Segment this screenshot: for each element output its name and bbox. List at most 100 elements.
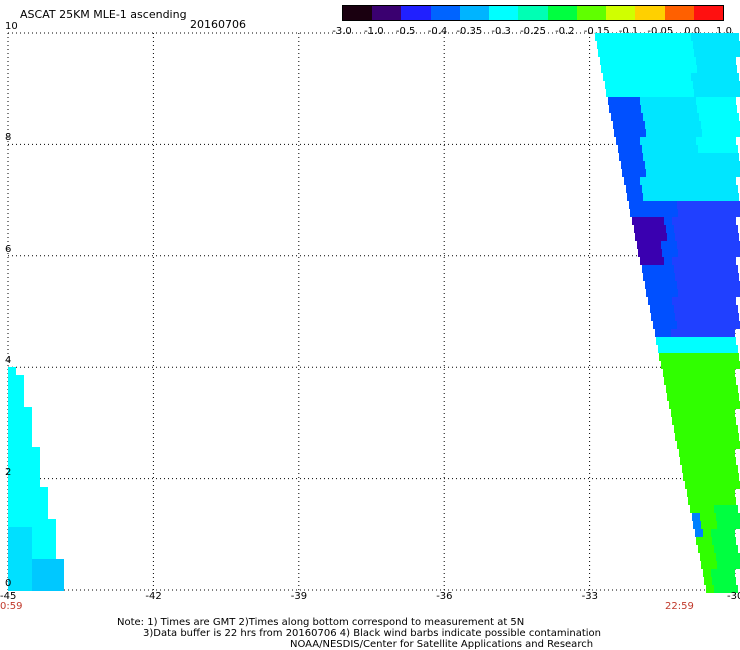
swath-cell-right	[661, 281, 669, 289]
swath-cell-right	[713, 65, 721, 73]
swath-cell-left	[24, 503, 32, 511]
swath-cell-right	[670, 49, 678, 57]
colorbar-label: -1.0	[364, 26, 384, 37]
swath-cell-right	[706, 585, 714, 593]
swath-cell-right	[728, 97, 736, 105]
swath-cell-right	[731, 193, 739, 201]
swath-cell-right	[728, 377, 736, 385]
swath-cell-left	[48, 551, 56, 559]
swath-cell-right	[706, 145, 714, 153]
swath-cell-right	[640, 97, 648, 105]
swath-cell-right	[704, 417, 712, 425]
x-tick-label: -36	[436, 591, 453, 602]
swath-cell-right	[677, 41, 685, 49]
swath-cell-right	[701, 161, 709, 169]
swath-cell-left	[48, 535, 56, 543]
swath-cell-right	[651, 153, 659, 161]
swath-cell-right	[629, 161, 637, 169]
swath-cell-right	[725, 441, 733, 449]
swath-cell-right	[679, 449, 687, 457]
swath-cell-right	[632, 217, 640, 225]
swath-cell-right	[698, 545, 706, 553]
swath-cell-right	[651, 233, 659, 241]
swath-cell-right	[675, 113, 683, 121]
swath-cell-right	[711, 449, 719, 457]
swath-cell-right	[680, 297, 688, 305]
colorbar-swatch	[664, 6, 694, 20]
swath-cell-right	[696, 297, 704, 305]
swath-cell-right	[672, 337, 680, 345]
swath-cell-right	[675, 73, 683, 81]
swath-cell-right	[653, 121, 661, 129]
swath-cell-right	[664, 177, 672, 185]
swath-cell-right	[648, 177, 656, 185]
swath-cell-left	[40, 559, 48, 567]
swath-cell-right	[733, 561, 740, 569]
swath-cell-right	[650, 145, 658, 153]
swath-cell-right	[718, 209, 726, 217]
swath-cell-right	[729, 65, 737, 73]
swath-cell-right	[722, 345, 730, 353]
swath-cell-right	[699, 73, 707, 81]
swath-cell-left	[32, 535, 40, 543]
swath-cell-right	[683, 433, 691, 441]
swath-cell-right	[687, 369, 695, 377]
swath-cell-right	[715, 73, 723, 81]
swath-cell-left	[32, 559, 40, 567]
swath-cell-right	[654, 129, 662, 137]
swath-cell-right	[696, 417, 704, 425]
swath-cell-right	[691, 153, 699, 161]
swath-cell-left	[16, 559, 24, 567]
swath-cell-right	[635, 153, 643, 161]
swath-cell-right	[622, 129, 630, 137]
swath-cell-right	[680, 337, 688, 345]
swath-cell-right	[701, 321, 709, 329]
swath-cell-right	[658, 265, 666, 273]
swath-cell-right	[658, 345, 666, 353]
swath-cell-right	[689, 65, 697, 73]
swath-cell-right	[672, 417, 680, 425]
swath-cell-right	[693, 481, 701, 489]
swath-cell-right	[725, 561, 733, 569]
swath-cell-right	[683, 73, 691, 81]
swath-cell-left	[8, 567, 16, 575]
swath-cell-right	[697, 65, 705, 73]
swath-cell-right	[698, 345, 706, 353]
swath-cell-right	[688, 337, 696, 345]
swath-cell-right	[686, 169, 694, 177]
swath-cell-right	[624, 57, 632, 65]
swath-cell-right	[685, 121, 693, 129]
swath-cell-right	[642, 145, 650, 153]
swath-cell-right	[712, 337, 720, 345]
swath-cell-right	[646, 49, 654, 57]
swath-cell-left	[16, 479, 24, 487]
swath-cell-right	[718, 289, 726, 297]
swath-cell-left	[48, 527, 56, 535]
swath-cell-right	[683, 113, 691, 121]
swath-cell-right	[642, 225, 650, 233]
swath-cell-right	[695, 449, 703, 457]
swath-cell-right	[728, 497, 736, 505]
swath-cell-right	[679, 369, 687, 377]
swath-cell-left	[48, 583, 56, 591]
swath-cell-left	[8, 415, 16, 423]
swath-cell-right	[701, 201, 709, 209]
swath-cell-left	[32, 575, 40, 583]
swath-cell-left	[8, 447, 16, 455]
swath-cell-left	[32, 471, 40, 479]
swath-cell-right	[661, 81, 669, 89]
swath-cell-right	[667, 393, 675, 401]
swath-cell-left	[8, 399, 16, 407]
swath-cell-left	[16, 503, 24, 511]
swath-cell-right	[717, 281, 725, 289]
swath-cell-right	[693, 281, 701, 289]
swath-cell-right	[608, 57, 616, 65]
swath-cell-right	[679, 409, 687, 417]
swath-cell-left	[8, 463, 16, 471]
swath-cell-right	[731, 113, 739, 121]
swath-cell-left	[24, 583, 32, 591]
swath-cell-right	[716, 553, 724, 561]
swath-cell-right	[637, 241, 645, 249]
swath-cell-right	[638, 49, 646, 57]
swath-cell-right	[665, 105, 673, 113]
